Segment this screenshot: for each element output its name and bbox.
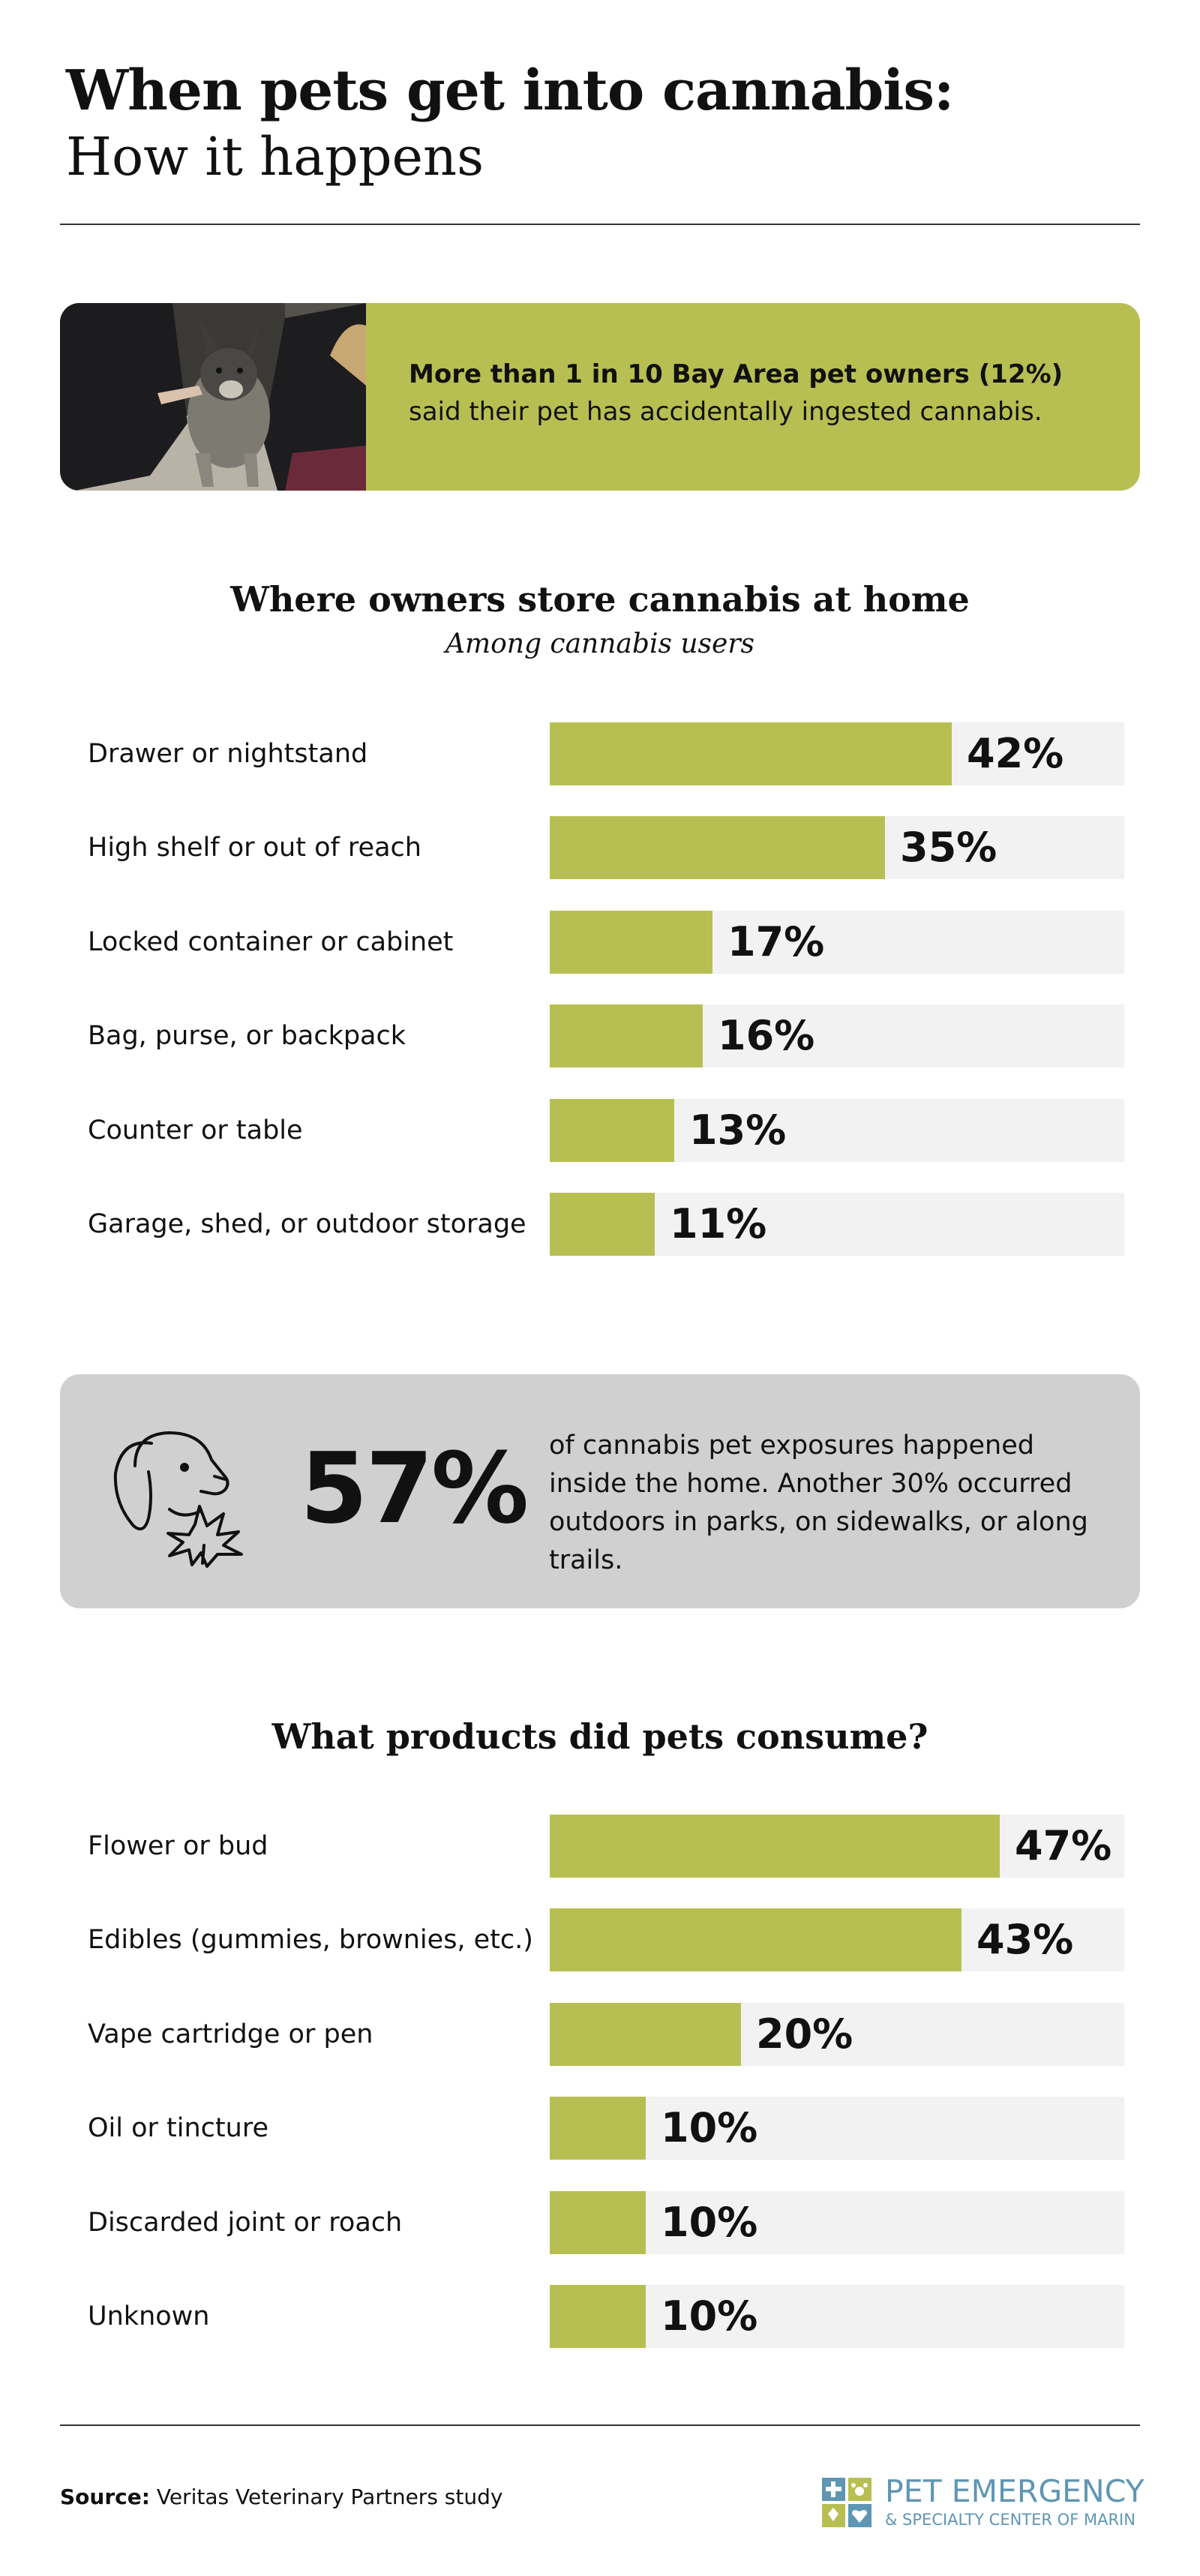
storage-bar: [550, 1098, 674, 1162]
products-category-label: Discarded joint or roach: [88, 2207, 403, 2238]
clinic-logo: PET EMERGENCY & SPECIALTY CENTER OF MARI…: [822, 2473, 1152, 2530]
products-value-label: 10%: [661, 2104, 758, 2152]
products-bar: [550, 2285, 646, 2348]
products-value-label: 10%: [661, 2198, 758, 2246]
storage-value-label: 35%: [900, 824, 998, 872]
storage-bar-row: Locked container or cabinet 17%: [0, 910, 1200, 974]
page-subtitle: How it happens: [66, 126, 484, 188]
products-category-label: Edibles (gummies, brownies, etc.): [88, 1925, 533, 1956]
storage-category-label: Counter or table: [88, 1115, 303, 1145]
products-bar-row: Flower or bud 47%: [0, 1815, 1200, 1878]
products-bar-track: 10%: [550, 2190, 1124, 2254]
products-bar-track: 10%: [550, 2097, 1124, 2160]
dog-photo: [60, 303, 366, 491]
products-bar: [550, 1908, 962, 1972]
products-bar-row: Unknown 10%: [0, 2285, 1200, 2348]
storage-bar-track: 42%: [550, 722, 1124, 785]
storage-value-label: 16%: [718, 1012, 815, 1060]
stat-text: of cannabis pet exposures happened insid…: [549, 1431, 1088, 1575]
callout-bold-text: More than 1 in 10 Bay Area pet owners (1…: [409, 359, 1064, 389]
products-bar: [550, 1815, 1000, 1878]
storage-bar: [550, 816, 885, 880]
products-bar-track: 43%: [550, 1908, 1124, 1972]
footer-divider: [60, 2424, 1140, 2426]
storage-value-label: 17%: [728, 917, 825, 965]
storage-chart-title: Where owners store cannabis at home: [230, 579, 970, 620]
storage-category-label: Bag, purse, or backpack: [88, 1021, 406, 1052]
storage-bar-track: 35%: [550, 816, 1124, 880]
storage-value-label: 42%: [967, 730, 1064, 777]
dog-cannabis-icon: [113, 1431, 243, 1568]
storage-bar-row: Bag, purse, or backpack 16%: [0, 1004, 1200, 1068]
products-category-label: Unknown: [88, 2301, 210, 2331]
storage-category-label: High shelf or out of reach: [88, 833, 422, 863]
callout-text: More than 1 in 10 Bay Area pet owners (1…: [409, 356, 1114, 431]
logo-mark-icon: [822, 2478, 872, 2527]
storage-bar-row: Counter or table 13%: [0, 1098, 1200, 1162]
storage-bar-row: Drawer or nightstand 42%: [0, 722, 1200, 785]
source-note: Source: Veritas Veterinary Partners stud…: [60, 2484, 502, 2509]
storage-category-label: Locked container or cabinet: [88, 926, 454, 957]
storage-bar-row: Garage, shed, or outdoor storage 11%: [0, 1193, 1200, 1256]
callout-banner: More than 1 in 10 Bay Area pet owners (1…: [60, 303, 1140, 491]
products-category-label: Vape cartridge or pen: [88, 2019, 374, 2049]
products-bar-row: Vape cartridge or pen 20%: [0, 2002, 1200, 2066]
storage-chart-subtitle: Among cannabis users: [445, 629, 755, 659]
storage-category-label: Garage, shed, or outdoor storage: [88, 1209, 526, 1239]
storage-bar: [550, 1193, 655, 1256]
products-value-label: 10%: [661, 2292, 758, 2340]
storage-value-label: 11%: [670, 1200, 767, 1247]
products-value-label: 47%: [1015, 1822, 1112, 1869]
products-bar-row: Oil or tincture 10%: [0, 2097, 1200, 2160]
storage-bar-row: High shelf or out of reach 35%: [0, 816, 1200, 880]
source-text: Veritas Veterinary Partners study: [156, 2484, 503, 2509]
products-bar-row: Edibles (gummies, brownies, etc.) 43%: [0, 1908, 1200, 1972]
products-value-label: 20%: [756, 2010, 854, 2058]
page-title: When pets get into cannabis:: [66, 59, 954, 123]
products-chart-title: What products did pets consume?: [272, 1716, 928, 1757]
logo-text-line2: & SPECIALTY CENTER OF MARIN: [885, 2511, 1136, 2529]
products-bar: [550, 2097, 646, 2160]
products-bar-track: 47%: [550, 1815, 1124, 1878]
storage-category-label: Drawer or nightstand: [88, 739, 368, 769]
products-category-label: Flower or bud: [88, 1831, 268, 1861]
storage-bar: [550, 722, 952, 785]
products-bar-track: 10%: [550, 2285, 1124, 2348]
stat-box: 57% of cannabis pet exposures happened i…: [60, 1374, 1140, 1608]
storage-bar-track: 17%: [550, 910, 1124, 974]
products-bar-row: Discarded joint or roach 10%: [0, 2190, 1200, 2254]
stat-number: 57%: [300, 1431, 529, 1545]
callout-body-text: said their pet has accidentally ingested…: [409, 397, 1042, 427]
header-divider: [60, 224, 1140, 225]
storage-bar-track: 13%: [550, 1098, 1124, 1162]
storage-bar-track: 16%: [550, 1004, 1124, 1068]
products-category-label: Oil or tincture: [88, 2113, 268, 2144]
storage-bar: [550, 1004, 703, 1068]
logo-text-line1: PET EMERGENCY: [885, 2473, 1144, 2509]
products-bar: [550, 2002, 741, 2066]
products-bar: [550, 2190, 646, 2254]
storage-bar: [550, 910, 712, 974]
products-bar-track: 20%: [550, 2002, 1124, 2066]
storage-value-label: 13%: [689, 1106, 787, 1154]
products-value-label: 43%: [976, 1916, 1074, 1964]
storage-bar-track: 11%: [550, 1193, 1124, 1256]
source-label: Source:: [60, 2484, 150, 2509]
